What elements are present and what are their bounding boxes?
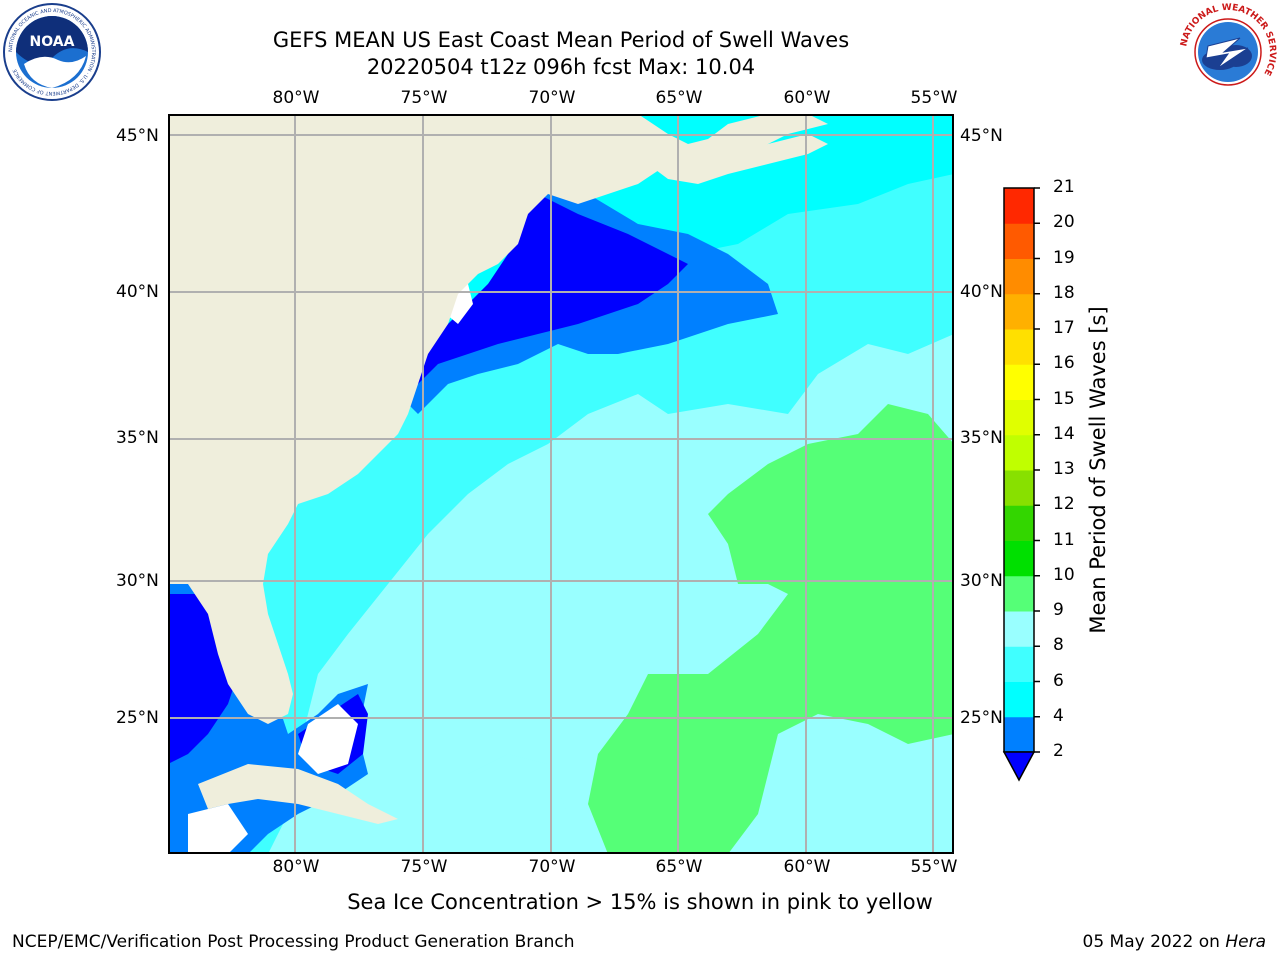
colorbar-tick-label: 8 bbox=[1053, 635, 1064, 656]
colorbar-band bbox=[1004, 188, 1034, 224]
colorbar-tick-label: 2 bbox=[1053, 741, 1064, 761]
lon-label-top: 60°W bbox=[783, 88, 831, 108]
colorbar-band bbox=[1004, 329, 1034, 365]
footer-date-text: 05 May 2022 on bbox=[1082, 932, 1226, 952]
colorbar-band bbox=[1004, 681, 1034, 718]
colorbar-tick-label: 15 bbox=[1053, 388, 1075, 409]
field-below-2 bbox=[408, 194, 688, 384]
colorbar-band bbox=[1004, 470, 1034, 506]
chart-subtitle: 20220504 t12z 096h fcst Max: 10.04 bbox=[366, 55, 756, 79]
colorbar-band bbox=[1004, 505, 1034, 541]
lon-label-bottom: 55°W bbox=[910, 857, 958, 877]
footer-host: Hera bbox=[1225, 932, 1266, 952]
swell-period-map bbox=[168, 114, 954, 854]
lat-label-right: 45°N bbox=[960, 126, 1003, 146]
lat-label-left: 30°N bbox=[116, 571, 159, 591]
lat-label-right: 30°N bbox=[960, 571, 1003, 591]
colorbar-band bbox=[1004, 293, 1034, 330]
lon-label-bottom: 65°W bbox=[655, 857, 703, 877]
colorbar-band bbox=[1004, 434, 1034, 471]
lat-label-right: 35°N bbox=[960, 428, 1003, 448]
colorbar-tick-label: 11 bbox=[1053, 529, 1075, 550]
colorbar-tick-label: 10 bbox=[1053, 564, 1075, 585]
lon-label-bottom: 60°W bbox=[783, 857, 831, 877]
colorbar-tick-label: 6 bbox=[1053, 670, 1064, 691]
lon-label-bottom: 80°W bbox=[272, 857, 320, 877]
map-frame bbox=[168, 114, 954, 854]
field-8-9 bbox=[468, 754, 568, 854]
noaa-logo-text: NOAA bbox=[30, 34, 75, 50]
graticule bbox=[168, 114, 954, 854]
colorbar-band bbox=[1004, 611, 1034, 647]
chart-title: GEFS MEAN US East Coast Mean Period of S… bbox=[272, 28, 850, 52]
lat-label-left: 35°N bbox=[116, 428, 159, 448]
lon-label-top: 80°W bbox=[272, 88, 320, 108]
lat-label-left: 25°N bbox=[116, 708, 159, 728]
colorbar-tick-label: 18 bbox=[1053, 282, 1075, 303]
land-cuba bbox=[198, 764, 398, 824]
noaa-logo: NOAA NATIONAL OCEANIC AND ATMOSPHERIC AD… bbox=[3, 3, 101, 101]
lat-label-left: 45°N bbox=[116, 126, 159, 146]
colorbar-band bbox=[1004, 575, 1034, 612]
sea-ice-note: Sea Ice Concentration > 15% is shown in … bbox=[347, 890, 933, 914]
field-nodata bbox=[298, 704, 358, 774]
footer-credit: NCEP/EMC/Verification Post Processing Pr… bbox=[12, 932, 575, 952]
lon-label-top: 70°W bbox=[528, 88, 576, 108]
colorbar-band bbox=[1004, 223, 1034, 259]
colorbar-extend-triangle bbox=[1002, 751, 1036, 782]
lon-label-top: 55°W bbox=[910, 88, 958, 108]
colorbar-tick-label: 14 bbox=[1053, 423, 1075, 444]
colorbar-tick-label: 16 bbox=[1053, 353, 1075, 374]
colorbar-tick-label: 4 bbox=[1053, 705, 1064, 726]
colorbar-label: Mean Period of Swell Waves [s] bbox=[1086, 306, 1110, 634]
colorbar-tick-label: 19 bbox=[1053, 247, 1075, 268]
colorbar-tick-label: 9 bbox=[1053, 600, 1064, 620]
colorbar-band bbox=[1004, 399, 1034, 436]
field-8-9 bbox=[728, 714, 954, 854]
land bbox=[168, 114, 828, 724]
colorbar-band bbox=[1004, 646, 1034, 682]
lat-label-right: 40°N bbox=[960, 282, 1003, 302]
lon-label-top: 75°W bbox=[400, 88, 448, 108]
footer-date: 05 May 2022 on Hera bbox=[1083, 932, 1267, 952]
lon-label-top: 65°W bbox=[655, 88, 703, 108]
colorbar-band bbox=[1004, 364, 1034, 400]
colorbar-tick-label: 21 bbox=[1053, 177, 1075, 197]
field-nodata bbox=[188, 804, 248, 854]
lat-label-right: 25°N bbox=[960, 708, 1003, 728]
colorbar-tick-label: 13 bbox=[1053, 459, 1075, 479]
colorbar-band bbox=[1004, 716, 1034, 753]
colorbar-band bbox=[1004, 540, 1034, 577]
colorbar bbox=[1002, 187, 1040, 782]
colorbar-tick-label: 17 bbox=[1053, 318, 1075, 338]
lon-label-bottom: 75°W bbox=[400, 857, 448, 877]
lat-label-left: 40°N bbox=[116, 282, 159, 302]
lon-label-bottom: 70°W bbox=[528, 857, 576, 877]
land-nova-scotia bbox=[648, 134, 828, 184]
colorbar-band bbox=[1004, 258, 1034, 295]
colorbar-tick-label: 20 bbox=[1053, 212, 1075, 233]
colorbar-tick-label: 12 bbox=[1053, 494, 1075, 515]
nws-logo: NATIONAL WEATHER SERVICE bbox=[1179, 3, 1277, 99]
